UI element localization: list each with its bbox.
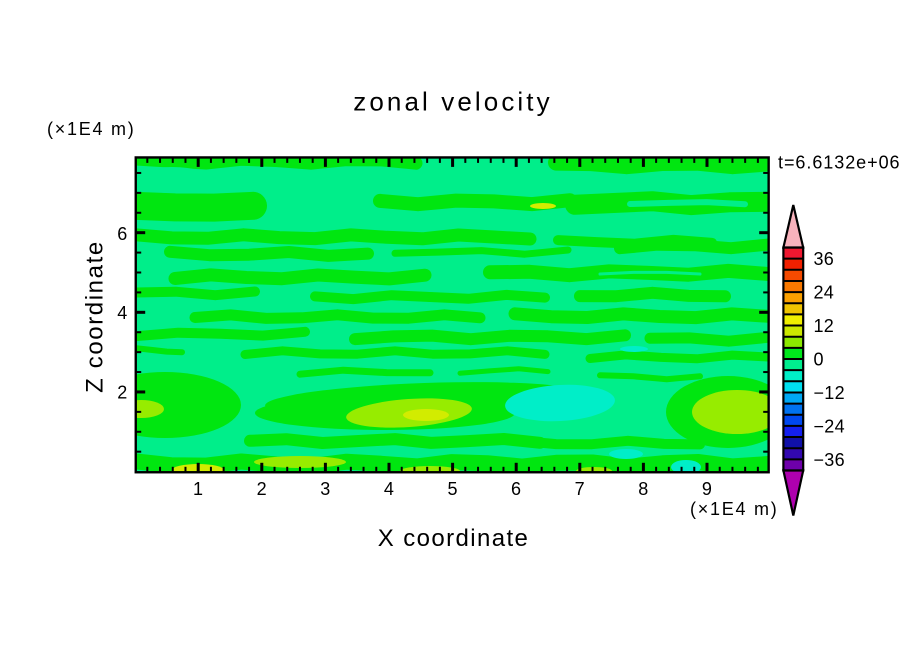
svg-text:−36: −36 xyxy=(814,450,845,470)
svg-text:36: 36 xyxy=(814,249,835,269)
svg-text:0: 0 xyxy=(814,349,824,369)
svg-text:12: 12 xyxy=(814,316,835,336)
svg-text:24: 24 xyxy=(814,283,835,303)
svg-text:(×1E4 m): (×1E4 m) xyxy=(47,119,136,139)
svg-text:4: 4 xyxy=(117,303,127,323)
svg-text:7: 7 xyxy=(575,479,585,499)
svg-text:Z coordinate: Z coordinate xyxy=(82,240,109,393)
svg-text:−12: −12 xyxy=(814,383,845,403)
svg-text:(×1E4 m): (×1E4 m) xyxy=(690,499,779,519)
svg-text:zonal velocity: zonal velocity xyxy=(353,87,552,117)
svg-text:2: 2 xyxy=(257,479,267,499)
svg-text:6: 6 xyxy=(117,224,127,244)
svg-text:X coordinate: X coordinate xyxy=(378,525,530,552)
svg-text:3: 3 xyxy=(320,479,330,499)
svg-text:9: 9 xyxy=(702,479,712,499)
svg-text:2: 2 xyxy=(117,383,127,403)
svg-text:t=6.6132e+06: t=6.6132e+06 xyxy=(778,153,901,173)
svg-text:1: 1 xyxy=(193,479,203,499)
svg-text:4: 4 xyxy=(384,479,394,499)
svg-text:6: 6 xyxy=(511,479,521,499)
svg-text:−24: −24 xyxy=(814,416,845,436)
svg-text:5: 5 xyxy=(447,479,457,499)
svg-text:8: 8 xyxy=(638,479,648,499)
